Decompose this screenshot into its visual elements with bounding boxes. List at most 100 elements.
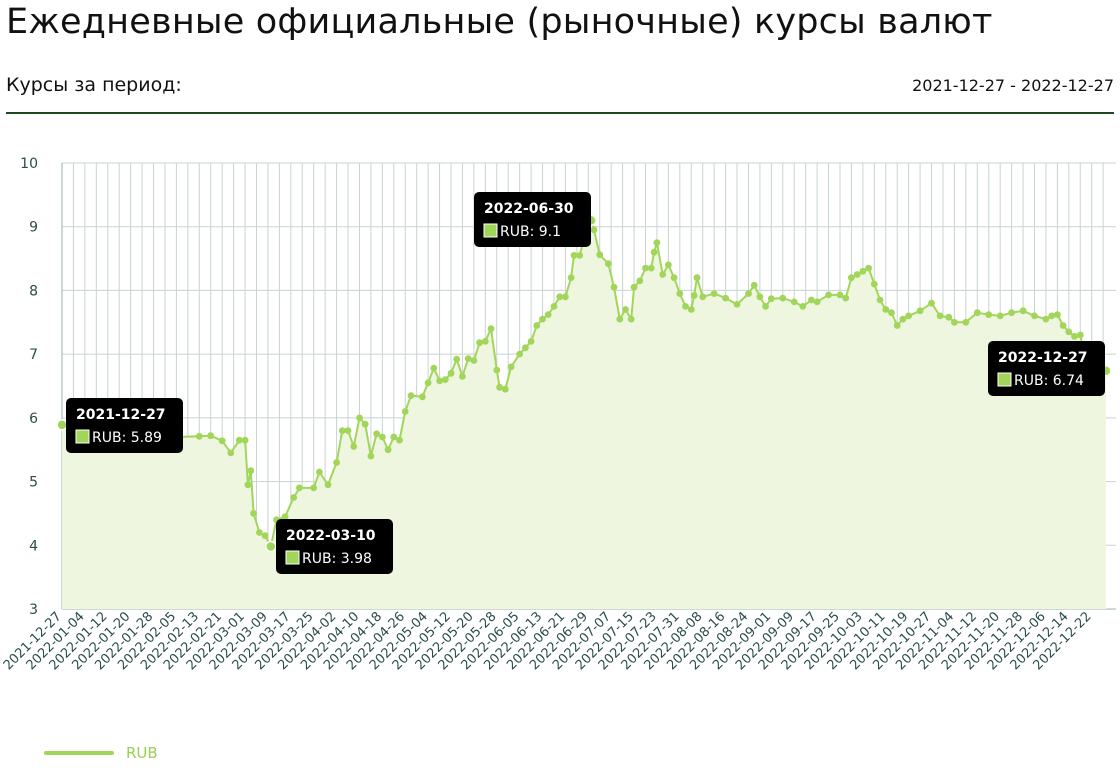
data-point — [627, 315, 635, 323]
data-point — [1059, 322, 1067, 329]
header-divider — [6, 112, 1114, 114]
data-point — [367, 452, 375, 460]
data-point — [642, 264, 649, 272]
data-point — [396, 436, 403, 444]
data-point — [487, 325, 495, 333]
data-point — [373, 430, 380, 438]
data-point — [350, 443, 358, 450]
data-point — [401, 408, 409, 415]
data-point — [682, 303, 689, 310]
data-point — [419, 393, 426, 401]
tooltip-box — [276, 519, 393, 574]
data-point — [853, 271, 861, 278]
highlight-point — [265, 540, 277, 553]
data-point — [779, 294, 787, 302]
data-point — [825, 291, 832, 299]
data-point — [876, 296, 884, 304]
data-point — [244, 481, 252, 489]
data-point — [453, 355, 461, 363]
data-point — [893, 322, 901, 329]
data-point — [247, 467, 255, 475]
data-point — [842, 294, 850, 302]
data-point — [533, 322, 541, 329]
data-point — [470, 357, 478, 364]
data-point — [596, 251, 604, 259]
data-point — [813, 298, 821, 306]
y-tick-label: 8 — [29, 283, 38, 299]
period-range: 2021-12-27 - 2022-12-27 — [912, 76, 1114, 95]
data-point — [622, 306, 629, 313]
y-tick-label: 4 — [29, 538, 38, 554]
data-point — [441, 376, 449, 383]
data-point — [501, 385, 509, 393]
series-area-rub — [62, 220, 1106, 610]
data-point — [750, 281, 758, 289]
data-point — [962, 318, 970, 326]
data-point — [570, 252, 578, 259]
data-point — [424, 379, 432, 387]
data-point — [459, 373, 466, 380]
y-tick-label: 6 — [29, 411, 38, 427]
data-point — [324, 481, 332, 489]
data-point — [481, 338, 489, 345]
data-point — [1019, 307, 1027, 315]
data-point — [261, 532, 269, 540]
data-point — [665, 261, 672, 269]
data-point — [676, 290, 684, 297]
data-point — [916, 307, 924, 315]
data-point — [1031, 312, 1038, 320]
data-point — [476, 339, 483, 347]
data-point — [356, 414, 363, 422]
data-point — [344, 427, 352, 434]
data-point — [808, 296, 815, 304]
data-point — [556, 293, 564, 301]
y-tick-label: 10 — [20, 156, 38, 172]
data-point — [767, 295, 775, 303]
data-point — [865, 264, 872, 272]
data-point — [905, 312, 912, 320]
data-point — [522, 344, 529, 352]
data-point — [430, 364, 438, 372]
y-tick-label: 7 — [29, 347, 38, 363]
data-point — [647, 264, 655, 272]
y-tick-label: 9 — [29, 220, 38, 236]
y-tick-label: 5 — [29, 475, 38, 491]
data-point — [722, 294, 729, 302]
tooltip-box — [66, 398, 183, 453]
data-point — [799, 303, 807, 310]
data-point — [899, 315, 907, 323]
data-point — [447, 369, 455, 377]
tooltip-date: 2021-12-27 — [76, 407, 166, 423]
data-point — [290, 494, 298, 501]
data-point — [539, 315, 546, 323]
data-point — [316, 468, 323, 476]
data-point — [464, 355, 472, 362]
data-point — [699, 293, 707, 301]
highlight-point — [56, 419, 68, 431]
data-point — [507, 363, 515, 371]
data-point — [390, 433, 398, 441]
data-point — [333, 459, 340, 466]
tooltip-date: 2022-12-27 — [998, 350, 1088, 366]
data-point — [250, 510, 257, 517]
data-point — [1008, 309, 1015, 317]
data-point — [733, 301, 741, 308]
legend-label-rub: RUB — [126, 744, 158, 762]
data-point — [928, 299, 935, 307]
data-point — [848, 274, 855, 282]
data-point — [616, 315, 624, 323]
data-point — [281, 513, 289, 520]
tooltip-value: RUB: 3.98 — [302, 551, 372, 567]
tooltip-swatch — [75, 429, 90, 444]
data-point — [296, 484, 303, 492]
tooltip-swatch — [997, 372, 1012, 387]
chart-legend[interactable]: RUB — [44, 742, 158, 764]
data-point — [338, 427, 346, 434]
data-point — [630, 283, 638, 291]
data-point — [756, 293, 764, 301]
tooltip-value: RUB: 5.89 — [92, 430, 162, 446]
data-point — [590, 226, 598, 234]
data-point — [650, 248, 658, 256]
period-row: Курсы за период: 2021-12-27 - 2022-12-27 — [6, 74, 1114, 102]
data-point — [790, 298, 798, 306]
